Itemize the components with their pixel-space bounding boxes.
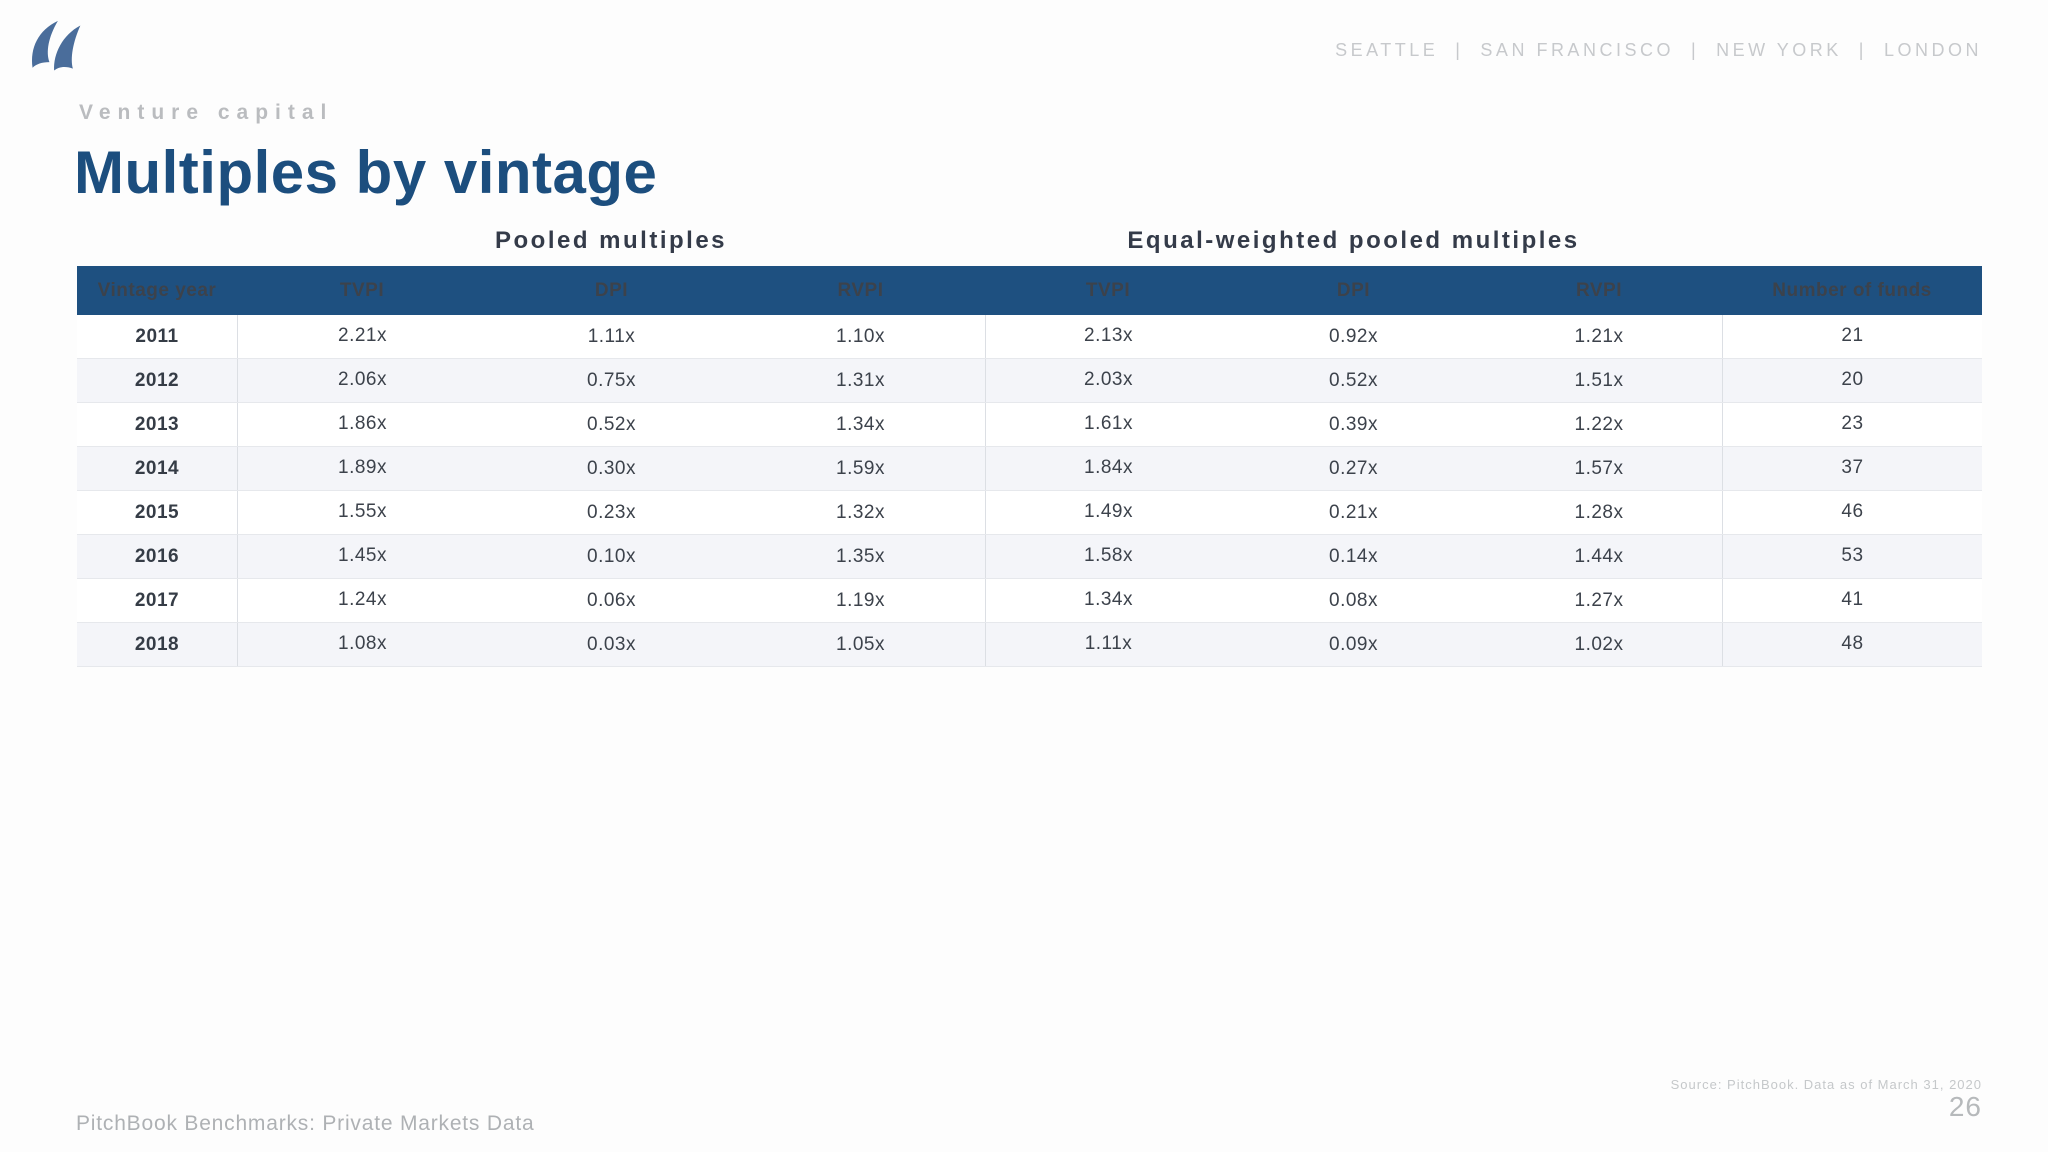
multiple-value-cell: 1.10x [836, 325, 885, 347]
group-header-pooled: Pooled multiples [494, 227, 728, 254]
table-row: 2018 1.08x 0.03x 1.05x 1.11x 0.09x 1.02x 48 [77, 623, 1982, 667]
multiple-value-cell: 0.21x [1329, 501, 1378, 523]
multiple-value-cell: 1.86x [237, 403, 487, 446]
fund-count-cell: 23 [1722, 403, 1982, 446]
fund-count-cell: 41 [1722, 579, 1982, 622]
page-title: Multiples by vintage [74, 139, 658, 206]
multiple-value-cell: 0.75x [587, 369, 636, 391]
multiple-value-cell: 2.06x [237, 359, 487, 402]
table-header-row: Vintage year TVPI DPI RVPI TVPI DPI RVPI… [77, 266, 1982, 315]
multiple-value-cell: 1.45x [237, 535, 487, 578]
multiple-value-cell: 0.08x [1329, 589, 1378, 611]
vintage-year-cell: 2013 [134, 413, 180, 435]
column-header-equal-tvpi: TVPI [1085, 279, 1131, 301]
pitchbook-sails-icon [32, 20, 81, 71]
multiple-value-cell: 2.03x [985, 359, 1231, 402]
multiple-value-cell: 2.21x [237, 315, 487, 358]
vintage-year-cell: 2017 [134, 589, 180, 611]
fund-count-cell: 53 [1722, 535, 1982, 578]
multiple-value-cell: 1.55x [237, 491, 487, 534]
group-header-equal-weighted: Equal-weighted pooled multiples [1127, 227, 1580, 254]
multiple-value-cell: 1.51x [1574, 369, 1624, 391]
vintage-year-cell: 2016 [134, 545, 180, 567]
column-header-equal-dpi: DPI [1336, 279, 1371, 301]
table-row: 2016 1.45x 0.10x 1.35x 1.58x 0.14x 1.44x 53 [77, 535, 1982, 579]
table-row: 2017 1.24x 0.06x 1.19x 1.34x 0.08x 1.27x 41 [77, 579, 1982, 623]
multiple-value-cell: 0.30x [587, 457, 636, 479]
multiple-value-cell: 1.35x [836, 545, 885, 567]
multiple-value-cell: 0.92x [1329, 325, 1378, 347]
table-body: 2011 2.21x 1.11x 1.10x 2.13x 0.92x 1.21x 21 2012… [77, 315, 1982, 667]
multiple-value-cell: 1.57x [1574, 457, 1624, 479]
multiple-value-cell: 1.22x [1574, 413, 1624, 435]
column-header-vintage-year: Vintage year [97, 279, 217, 301]
multiple-value-cell: 0.27x [1329, 457, 1378, 479]
table-row: 2015 1.55x 0.23x 1.32x 1.49x 0.21x 1.28x 46 [77, 491, 1982, 535]
table-row: 2012 2.06x 0.75x 1.31x 2.03x 0.52x 1.51x 20 [77, 359, 1982, 403]
column-header-pooled-dpi: DPI [594, 279, 629, 301]
multiple-value-cell: 1.84x [985, 447, 1231, 490]
multiple-value-cell: 1.19x [836, 589, 885, 611]
multiple-value-cell: 0.09x [1329, 633, 1378, 655]
office-locations: SEATTLE | SAN FRANCISCO | NEW YORK | LON… [1335, 40, 1982, 60]
fund-count-cell: 20 [1722, 359, 1982, 402]
fund-count-cell: 46 [1722, 491, 1982, 534]
multiple-value-cell: 1.49x [985, 491, 1231, 534]
multiple-value-cell: 0.39x [1329, 413, 1378, 435]
column-header-number-of-funds: Number of funds [1772, 279, 1932, 301]
multiple-value-cell: 1.21x [1574, 325, 1624, 347]
multiple-value-cell: 0.14x [1329, 545, 1378, 567]
multiple-value-cell: 1.08x [237, 623, 487, 666]
multiple-value-cell: 1.27x [1574, 589, 1624, 611]
vintage-year-cell: 2012 [134, 369, 180, 391]
fund-count-cell: 48 [1722, 623, 1982, 666]
multiple-value-cell: 0.23x [587, 501, 636, 523]
multiple-value-cell: 1.32x [836, 501, 885, 523]
multiple-value-cell: 1.28x [1574, 501, 1624, 523]
multiple-value-cell: 0.06x [587, 589, 636, 611]
multiple-value-cell: 0.03x [587, 633, 636, 655]
fund-count-cell: 37 [1722, 447, 1982, 490]
page-number: 26 [1948, 1091, 1982, 1122]
multiple-value-cell: 1.05x [836, 633, 885, 655]
vintage-year-cell: 2014 [134, 457, 180, 479]
multiples-table: Vintage year TVPI DPI RVPI TVPI DPI RVPI… [77, 266, 1982, 667]
multiple-value-cell: 0.10x [587, 545, 636, 567]
multiple-value-cell: 1.89x [237, 447, 487, 490]
multiple-value-cell: 1.44x [1574, 545, 1624, 567]
column-header-equal-rvpi: RVPI [1575, 279, 1622, 301]
vintage-year-cell: 2015 [134, 501, 180, 523]
table-row: 2013 1.86x 0.52x 1.34x 1.61x 0.39x 1.22x 23 [77, 403, 1982, 447]
multiple-value-cell: 1.02x [1574, 633, 1624, 655]
table-row: 2014 1.89x 0.30x 1.59x 1.84x 0.27x 1.57x 37 [77, 447, 1982, 491]
multiple-value-cell: 1.59x [836, 457, 885, 479]
section-eyebrow: Venture capital [79, 101, 334, 124]
multiple-value-cell: 2.13x [985, 315, 1231, 358]
table-row: 2011 2.21x 1.11x 1.10x 2.13x 0.92x 1.21x 21 [77, 315, 1982, 359]
multiple-value-cell: 1.11x [587, 325, 636, 347]
column-header-pooled-rvpi: RVPI [837, 279, 884, 301]
multiple-value-cell: 0.52x [1329, 369, 1378, 391]
source-note: Source: PitchBook. Data as of March 31, … [1670, 1077, 1982, 1092]
fund-count-cell: 21 [1722, 315, 1982, 358]
report-title-footer: PitchBook Benchmarks: Private Markets Da… [76, 1112, 535, 1135]
vintage-year-cell: 2018 [134, 633, 180, 655]
multiple-value-cell: 1.31x [836, 369, 885, 391]
column-header-pooled-tvpi: TVPI [339, 279, 385, 301]
multiple-value-cell: 1.58x [985, 535, 1231, 578]
multiple-value-cell: 1.24x [237, 579, 487, 622]
multiple-value-cell: 1.61x [985, 403, 1231, 446]
vintage-year-cell: 2011 [135, 325, 179, 347]
multiple-value-cell: 1.11x [985, 623, 1231, 666]
multiple-value-cell: 1.34x [836, 413, 885, 435]
multiple-value-cell: 1.34x [985, 579, 1231, 622]
multiple-value-cell: 0.52x [587, 413, 636, 435]
